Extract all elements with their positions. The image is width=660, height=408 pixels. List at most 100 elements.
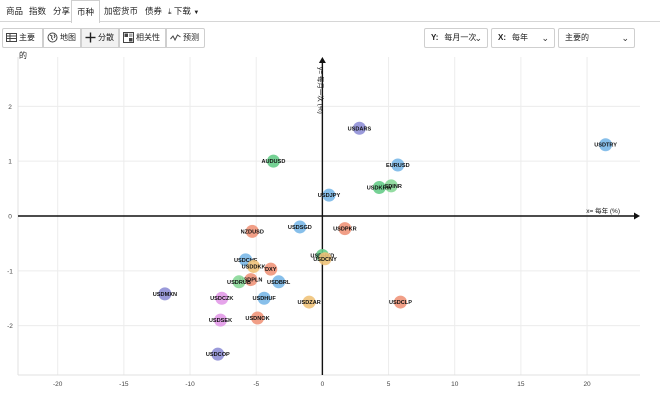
data-point[interactable]: USDCNY xyxy=(313,252,337,266)
data-point[interactable]: USDSGD xyxy=(288,220,312,234)
y-tick-label: -2 xyxy=(7,323,13,330)
data-point-label: USDZAR xyxy=(297,300,320,306)
data-point-marker xyxy=(215,291,229,305)
data-point[interactable]: USDKRW xyxy=(367,180,393,194)
data-point-label: USDARS xyxy=(348,126,372,132)
data-point-marker xyxy=(232,275,246,289)
scatter-view-button[interactable]: 分散 xyxy=(81,28,119,48)
data-point[interactable]: USDCOP xyxy=(206,347,230,361)
forecast-view-label: 预测 xyxy=(183,33,199,42)
tab-crypto[interactable]: 加密货币 xyxy=(104,6,139,16)
data-point[interactable]: USDTRY xyxy=(594,138,617,152)
data-point-label: USDKRW xyxy=(367,185,393,191)
data-point[interactable]: NZDUSD xyxy=(241,224,264,238)
data-point[interactable]: USDCLP xyxy=(389,295,412,309)
tab-shares[interactable]: 分享 xyxy=(53,6,71,16)
caret-down-icon: ▼ xyxy=(193,10,200,16)
data-point-marker xyxy=(266,154,280,168)
main-view-button[interactable]: 主要的 xyxy=(2,28,43,60)
data-point-marker xyxy=(391,158,405,172)
forecast-view-button[interactable]: 预测 xyxy=(166,28,205,48)
data-point-label: USDMXN xyxy=(153,292,177,298)
tab-currencies[interactable]: 币种 xyxy=(71,0,101,23)
data-point[interactable]: USDJPY xyxy=(318,188,341,202)
map-view-label: 地图 xyxy=(60,33,76,42)
group-select[interactable]: 主要的 ⌄ xyxy=(558,28,635,48)
x-tick-label: 5 xyxy=(387,381,391,388)
data-point-marker xyxy=(384,179,398,193)
data-point[interactable]: USDPLN xyxy=(239,273,262,287)
data-point-marker xyxy=(352,121,366,135)
y-axis-select[interactable]: Y: 每月一次 ⌄ xyxy=(424,28,488,48)
chevron-down-icon: ⌄ xyxy=(541,33,549,43)
data-point-label: USDCZK xyxy=(210,296,233,302)
x-tick-label: 20 xyxy=(583,381,591,388)
y-tick-label: 0 xyxy=(8,214,12,221)
tab-commodities[interactable]: 商品 xyxy=(6,6,24,16)
data-point-label: USDDKK xyxy=(242,264,266,270)
x-tick-label: -15 xyxy=(119,381,129,388)
main-view-label: 主要的 xyxy=(19,33,35,60)
x-axis-value: 每年 xyxy=(512,33,528,42)
data-point-marker xyxy=(272,275,286,289)
chevron-down-icon: ⌄ xyxy=(474,33,482,43)
data-point-label: USDSGD xyxy=(288,225,312,231)
group-value: 主要的 xyxy=(565,33,589,42)
globe-icon xyxy=(47,32,58,43)
y-axis-value: 每月一次 xyxy=(444,33,477,42)
x-axis-label: x= 每年 (%) xyxy=(586,206,620,215)
data-point-marker xyxy=(372,180,386,194)
data-point-label: USDSEK xyxy=(209,318,232,324)
data-point-label: USDCHF xyxy=(234,258,258,264)
y-tick-label: 2 xyxy=(8,104,12,111)
x-tick-label: -10 xyxy=(185,381,195,388)
data-point-marker xyxy=(293,220,307,234)
data-point-marker xyxy=(251,311,265,325)
y-axis-arrow-icon xyxy=(318,57,326,63)
data-point[interactable]: USDRUB xyxy=(227,275,251,289)
data-point-marker xyxy=(264,262,278,276)
data-point-label: USDPLN xyxy=(239,278,262,284)
data-point[interactable]: USDARS xyxy=(348,121,372,135)
download-menu[interactable]: ⤓ 下载 ▼ xyxy=(163,0,204,22)
y-tick-label: -1 xyxy=(7,268,13,275)
data-point[interactable]: AUDUSD xyxy=(261,154,285,168)
toolbar: 主要的 地图 分散 相关性 预测 Y: 每月一次 ⌄ X: 每年 ⌄ 主要的 ⌄ xyxy=(0,27,660,60)
data-point[interactable]: USDCZK xyxy=(210,291,233,305)
data-point-label: USDRUB xyxy=(227,280,251,286)
data-point[interactable]: EURUSD xyxy=(386,158,410,172)
download-label: 下载 xyxy=(173,6,191,16)
trend-icon xyxy=(170,34,181,42)
table-icon xyxy=(6,33,17,42)
data-point-label: AUDUSD xyxy=(261,159,285,165)
data-point-marker xyxy=(245,224,259,238)
data-point-label: USDINR xyxy=(380,184,401,190)
data-point[interactable]: USDNOK xyxy=(245,311,270,325)
tab-indexes[interactable]: 指数 xyxy=(29,6,47,16)
data-point[interactable]: DXY xyxy=(264,262,278,276)
data-point[interactable]: USDMXN xyxy=(153,287,177,301)
map-view-button[interactable]: 地图 xyxy=(43,28,81,48)
data-point[interactable]: USDHUF xyxy=(252,291,276,305)
data-point[interactable]: USDZAR xyxy=(297,295,321,309)
data-point-label: USDNOK xyxy=(245,316,269,322)
y-axis-prefix: Y: xyxy=(431,33,439,42)
data-point-label: EURUSD xyxy=(386,163,410,169)
x-axis-select[interactable]: X: 每年 ⌄ xyxy=(491,28,555,48)
tab-bonds[interactable]: 债券 xyxy=(145,6,163,16)
correlation-view-label: 相关性 xyxy=(136,33,160,42)
data-point[interactable]: USDINR xyxy=(380,179,402,193)
data-point[interactable]: USDPKR xyxy=(333,222,357,236)
data-point[interactable]: USDSEK xyxy=(209,313,232,327)
correlation-view-button[interactable]: 相关性 xyxy=(119,28,166,48)
data-point-label: USDPKR xyxy=(333,227,357,233)
data-point-label: USDBRL xyxy=(267,280,291,286)
data-point[interactable]: USDDKK xyxy=(242,259,266,273)
data-point-label: USDJPY xyxy=(318,193,341,199)
data-point-label: USDHUF xyxy=(252,296,276,302)
data-point[interactable]: USDBRL xyxy=(267,275,291,289)
x-tick-label: 0 xyxy=(321,381,325,388)
data-point-label: USDTRY xyxy=(594,143,617,149)
